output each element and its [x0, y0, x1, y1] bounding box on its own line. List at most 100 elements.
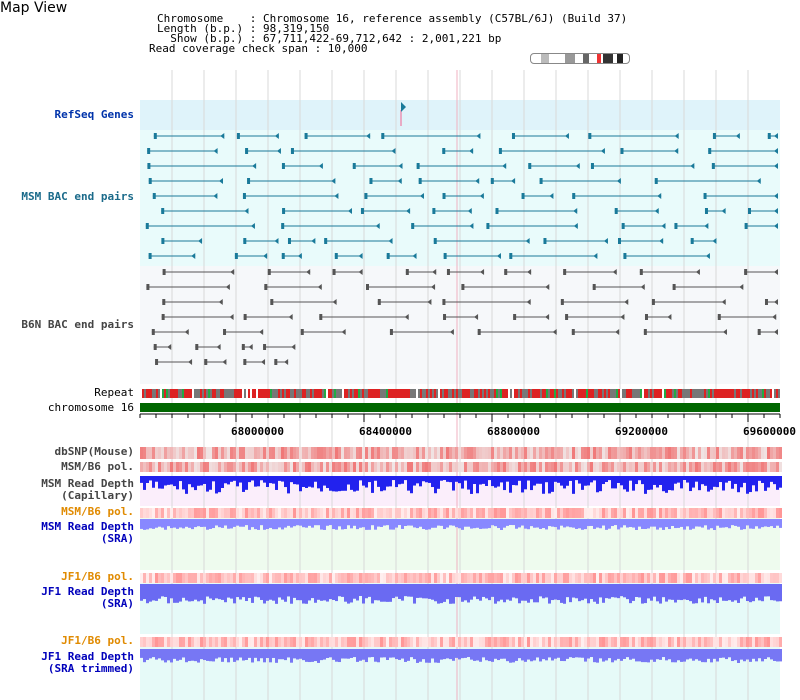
depth-bar: [179, 649, 182, 660]
repeat-cell: [322, 389, 324, 398]
heat-cell: [611, 462, 614, 472]
depth-bar: [542, 649, 545, 660]
depth-bar: [734, 476, 737, 484]
heat-cell: [254, 573, 257, 583]
repeat-cell: [188, 389, 190, 398]
chromosome-ideogram[interactable]: [530, 53, 630, 64]
track-label-jf1-b6-pol-1[interactable]: JF1/B6 pol.: [61, 570, 134, 583]
repeat-cell: [162, 389, 164, 398]
depth-bar: [533, 476, 536, 486]
heat-cell: [482, 573, 485, 583]
heat-cell: [662, 573, 665, 583]
repeat-cell: [748, 389, 750, 398]
heat-cell: [419, 462, 422, 472]
heat-cell: [338, 573, 341, 583]
track-label-b6n-bac[interactable]: B6N BAC end pairs: [21, 318, 134, 331]
depth-bar: [455, 584, 458, 598]
heat-cell: [560, 462, 563, 472]
depth-bar: [758, 476, 761, 481]
depth-bar: [368, 519, 371, 530]
depth-bar: [491, 649, 494, 662]
bac-end-arrow: [274, 238, 279, 244]
track-label-msm-read-depth-cap[interactable]: MSM Read Depth: [41, 477, 134, 490]
repeat-cell: [778, 389, 780, 398]
bac-end-mark: [195, 344, 199, 350]
depth-bar: [344, 649, 347, 659]
depth-bar: [329, 476, 332, 491]
depth-bar: [377, 519, 380, 527]
heat-cell: [740, 508, 743, 518]
depth-bar: [548, 584, 551, 604]
heat-cell: [383, 573, 386, 583]
repeat-cell: [560, 389, 562, 398]
track-label-msm-b6-pol-2[interactable]: MSM/B6 pol.: [61, 505, 134, 518]
heat-cell: [617, 573, 620, 583]
header-length: Length (b.p.) : 98,319,150: [157, 22, 330, 35]
heat-cell: [512, 462, 515, 472]
heat-cell: [593, 462, 596, 472]
heat-cell: [533, 573, 536, 583]
heat-cell: [317, 573, 320, 583]
track-label-chromosome[interactable]: chromosome 16: [47, 401, 134, 414]
depth-bar: [656, 519, 659, 530]
depth-bar: [608, 649, 611, 659]
bac-end-mark: [543, 238, 547, 244]
track-label-refseq[interactable]: RefSeq Genes: [54, 108, 134, 121]
depth-bar: [500, 649, 503, 659]
depth-bar: [257, 649, 260, 662]
repeat-cell: [676, 389, 678, 398]
depth-bar: [623, 519, 626, 526]
depth-bar: [527, 476, 530, 481]
track-label-repeat[interactable]: Repeat: [94, 386, 134, 399]
heat-cell: [152, 447, 155, 459]
depth-bar: [248, 519, 251, 530]
bac-end-arrow: [667, 314, 672, 320]
track-label-dbsnp[interactable]: dbSNP(Mouse): [54, 445, 134, 458]
heat-cell: [716, 462, 719, 472]
depth-bar: [623, 649, 626, 659]
heat-cell: [251, 637, 254, 647]
depth-bar: [401, 584, 404, 601]
repeat-cell: [472, 389, 474, 398]
heat-cell: [572, 637, 575, 647]
depth-bar: [494, 476, 497, 488]
heat-cell: [188, 637, 191, 647]
heat-cell: [584, 462, 587, 472]
heat-cell: [491, 573, 494, 583]
repeat-cell: [150, 389, 152, 398]
heat-cell: [512, 637, 515, 647]
heat-cell: [254, 508, 257, 518]
depth-bar: [221, 476, 224, 489]
track-label-msm-read-depth-sra[interactable]: MSM Read Depth: [41, 520, 134, 533]
heat-cell: [740, 637, 743, 647]
heat-cell: [188, 447, 191, 459]
heat-cell: [695, 573, 698, 583]
depth-bar: [713, 649, 716, 659]
depth-bar: [503, 584, 506, 603]
repeat-cell: [568, 389, 570, 398]
bac-end-mark: [513, 314, 517, 320]
bac-end-mark: [369, 178, 373, 184]
depth-bar: [776, 519, 779, 526]
repeat-cell: [742, 389, 744, 398]
depth-bar: [740, 584, 743, 599]
repeat-cell: [386, 389, 388, 398]
depth-bar: [371, 584, 374, 604]
repeat-cell: [274, 389, 276, 398]
track-label-jf1-b6-pol-2[interactable]: JF1/B6 pol.: [61, 634, 134, 647]
depth-bar: [260, 584, 263, 600]
heat-cell: [398, 508, 401, 518]
track-label-msm-b6-pol-1[interactable]: MSM/B6 pol.: [61, 460, 134, 473]
heat-cell: [707, 573, 710, 583]
repeat-cell: [264, 389, 266, 398]
heat-cell: [710, 573, 713, 583]
track-label-jf1-read-depth-trim[interactable]: JF1 Read Depth: [41, 650, 134, 663]
repeat-cell: [486, 389, 488, 398]
bac-end-mark: [654, 178, 658, 184]
track-label-jf1-read-depth-sra[interactable]: JF1 Read Depth: [41, 585, 134, 598]
heat-cell: [329, 508, 332, 518]
heat-cell: [515, 447, 518, 459]
track-label-msm-bac[interactable]: MSM BAC end pairs: [21, 190, 134, 203]
heat-cell: [707, 508, 710, 518]
